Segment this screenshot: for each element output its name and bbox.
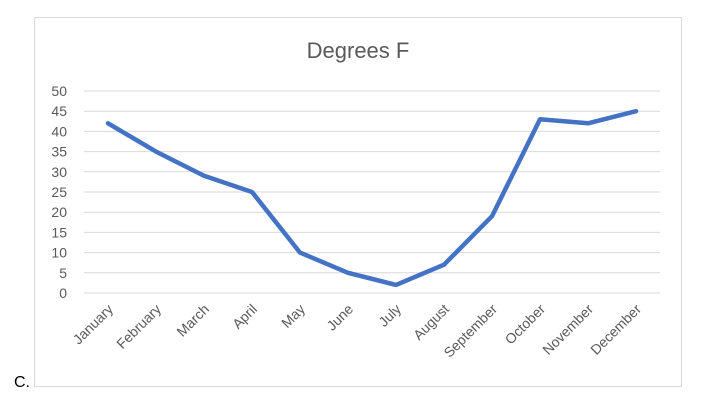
chart-title: Degrees F — [307, 38, 410, 63]
x-tick-label: August — [410, 301, 452, 343]
gridlines — [84, 90, 660, 294]
y-tick-label: 25 — [51, 184, 67, 200]
y-tick-label: 40 — [51, 123, 67, 139]
y-tick-label: 0 — [59, 285, 67, 301]
x-tick-label: July — [375, 301, 404, 330]
x-tick-label: June — [323, 301, 356, 334]
y-axis-ticks: 0 5 10 15 20 25 30 35 40 45 50 — [51, 83, 67, 301]
x-tick-label: April — [229, 301, 260, 332]
x-tick-label: October — [502, 301, 549, 348]
y-tick-label: 10 — [51, 245, 67, 261]
y-tick-label: 30 — [51, 164, 67, 180]
y-tick-label: 35 — [51, 144, 67, 160]
x-tick-label: November — [539, 301, 596, 358]
x-tick-label: March — [173, 301, 212, 340]
y-tick-label: 20 — [51, 204, 67, 220]
y-tick-label: 50 — [51, 83, 67, 99]
y-tick-label: 5 — [59, 265, 67, 281]
series-line — [105, 108, 639, 288]
x-tick-label: February — [113, 301, 164, 352]
series-layer — [105, 108, 639, 288]
figure-label: C. — [14, 374, 30, 391]
y-tick-label: 45 — [51, 103, 67, 119]
x-tick-label: January — [70, 301, 117, 348]
y-tick-label: 15 — [51, 224, 67, 240]
x-tick-label: May — [278, 301, 308, 331]
chart-frame — [34, 17, 682, 387]
x-tick-label: December — [587, 301, 644, 358]
